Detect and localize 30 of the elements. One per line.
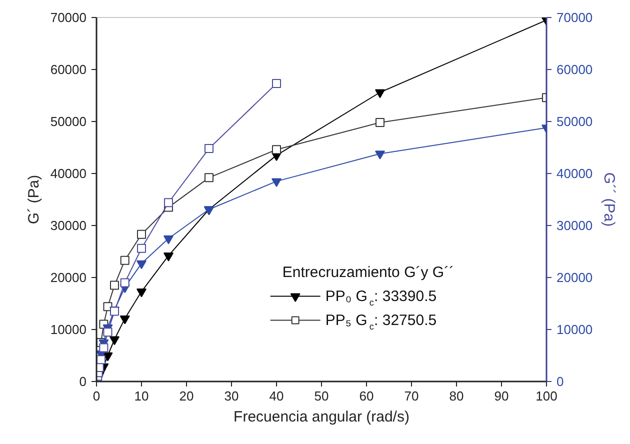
x-tick-label: 50 [314,388,329,404]
x-tick-label: 20 [179,388,194,404]
y-tick-label: 70000 [50,10,87,25]
y2-axis-title: G´´ (Pa) [600,172,618,227]
y2-tick-label: 60000 [556,62,593,77]
x-tick-label: 40 [269,388,284,404]
x-axis-title: Frecuencia angular (rad/s) [234,408,410,426]
y2-tick-label: 40000 [556,166,593,181]
y2-tick-label: 50000 [556,114,593,129]
y-axis-title: G´ (Pa) [25,174,42,224]
y-tick-label: 0 [79,374,87,389]
y-tick-label: 50000 [50,114,87,129]
x-tick-label: 80 [449,388,464,404]
y-tick-label: 30000 [50,218,87,233]
y2-tick-label: 70000 [556,10,593,25]
y2-tick-label: 30000 [556,218,593,233]
x-tick-label: 0 [92,388,100,404]
x-tick-label: 60 [359,388,374,404]
y2-tick-label: 0 [556,374,564,389]
y2-tick-label: 20000 [556,270,593,285]
y2-tick-label: 10000 [556,322,593,337]
y-tick-label: 20000 [50,270,87,285]
x-tick-label: 90 [494,388,509,404]
x-tick-label: 70 [404,388,419,404]
y-tick-label: 10000 [50,322,87,337]
x-tick-label: 30 [224,388,239,404]
x-tick-label: 100 [536,388,558,404]
y-tick-label: 40000 [50,166,87,181]
y-tick-label: 60000 [50,62,87,77]
x-tick-label: 10 [134,388,149,404]
